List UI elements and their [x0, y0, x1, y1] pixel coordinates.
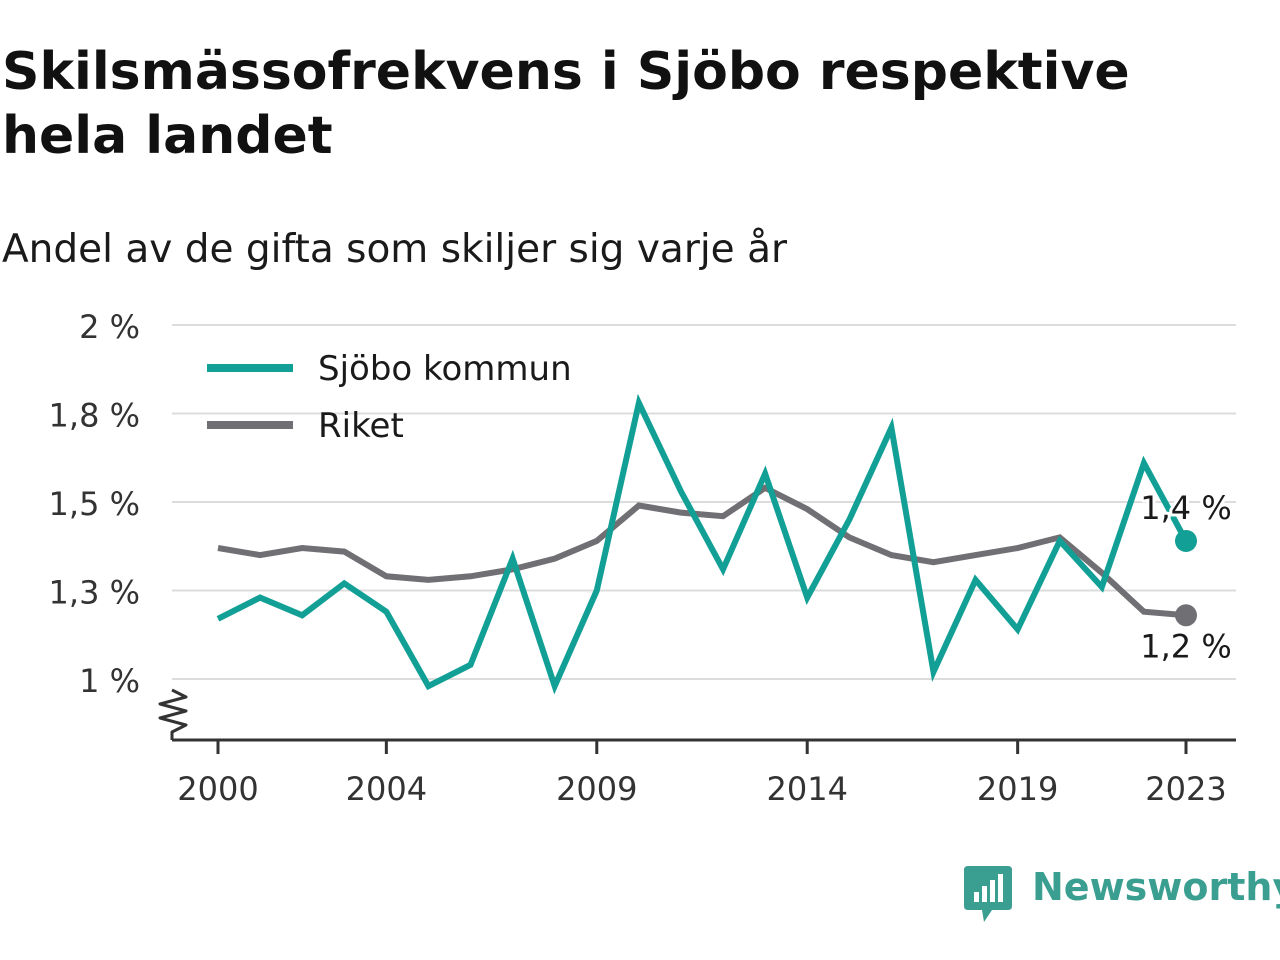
- series-lines: 1,4 % 1,2 %: [216, 393, 1235, 695]
- x-tick-label: 2009: [556, 770, 637, 808]
- axis-break-mark: [158, 688, 188, 740]
- y-tick-label: 1 %: [79, 662, 140, 700]
- x-axis: [158, 688, 1236, 742]
- grid-lines: [172, 324, 1236, 680]
- y-tick-label: 1,3 %: [49, 574, 140, 612]
- x-axis-tick-labels: 2000 2004 2009 2014 2019 2023: [177, 740, 1227, 808]
- x-tick-label: 2023: [1145, 770, 1226, 808]
- brand-name: Newsworthy: [1032, 865, 1280, 909]
- series-line-riket: [217, 484, 1187, 619]
- newsworthy-logo-icon: [964, 866, 1012, 922]
- series-line-sjobo: [216, 393, 1189, 695]
- end-point-sjobo: [1175, 529, 1197, 552]
- legend: Sjöbo kommun Riket: [207, 349, 572, 446]
- y-tick-label: 1,5 %: [49, 485, 140, 523]
- x-tick-label: 2019: [977, 770, 1058, 808]
- legend-label-riket: Riket: [318, 406, 404, 446]
- end-label-riket: 1,2 %: [1140, 627, 1231, 665]
- y-tick-label: 1,8 %: [49, 397, 140, 435]
- x-tick-label: 2014: [766, 770, 847, 808]
- chart-title: Skilsmässofrekvens i Sjöbo respektive he…: [2, 42, 1130, 166]
- y-axis-tick-labels: 1 % 1,3 % 1,5 % 1,8 % 2 %: [49, 308, 140, 700]
- x-tick-label: 2004: [346, 770, 427, 808]
- newsworthy-logo: Newsworthy: [962, 862, 1280, 930]
- y-tick-label: 2 %: [79, 308, 140, 346]
- legend-label-sjobo: Sjöbo kommun: [318, 349, 572, 389]
- end-label-sjobo: 1,4 %: [1140, 489, 1231, 527]
- chart-subtitle: Andel av de gifta som skiljer sig varje …: [2, 227, 788, 272]
- x-tick-label: 2000: [177, 770, 258, 808]
- end-point-riket: [1175, 604, 1197, 627]
